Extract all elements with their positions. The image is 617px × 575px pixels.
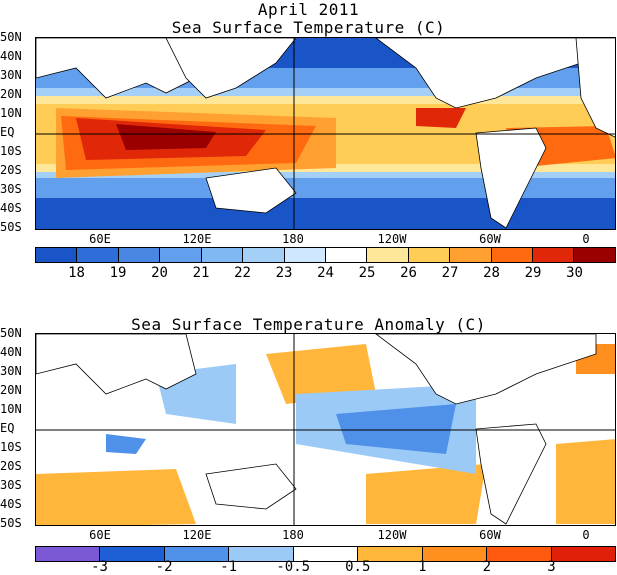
colorbar-swatch — [491, 248, 534, 262]
colorbar-swatch — [450, 248, 492, 262]
colorbar-swatch — [36, 547, 101, 561]
colorbar-label: 23 — [275, 265, 293, 281]
lat-label: 40N — [0, 345, 22, 359]
lat-label: 30S — [0, 478, 22, 492]
colorbar-label: 2 — [482, 559, 492, 575]
anomaly-colorbar — [35, 546, 616, 562]
lat-label: 30N — [0, 364, 22, 378]
lon-label: 0 — [582, 232, 590, 246]
colorbar-swatch — [284, 248, 326, 262]
lat-label: 40N — [0, 49, 22, 63]
colorbar-label: 3 — [547, 559, 556, 575]
colorbar-label: 0.5 — [345, 559, 371, 575]
colorbar-swatch — [533, 248, 575, 262]
lon-label: 120E — [182, 232, 212, 246]
lat-label: 10S — [0, 440, 22, 454]
colorbar-label: 24 — [317, 265, 334, 281]
sst-anomaly-map-canvas — [36, 334, 615, 525]
colorbar-swatch — [243, 248, 285, 262]
lat-label: 10N — [0, 106, 22, 120]
colorbar-swatch — [100, 547, 165, 561]
lat-label: 20S — [0, 459, 22, 473]
sst-map-canvas — [36, 38, 615, 229]
colorbar-label: 22 — [234, 265, 251, 281]
colorbar-swatch — [164, 547, 230, 561]
page-title: April 2011 — [257, 0, 360, 19]
colorbar-swatch — [36, 248, 78, 262]
colorbar-swatch — [325, 248, 368, 262]
colorbar-label: 1 — [418, 559, 427, 575]
colorbar-swatch — [293, 547, 359, 561]
colorbar-swatch — [358, 547, 423, 561]
lat-label: 10S — [0, 144, 22, 158]
colorbar-swatch — [77, 248, 119, 262]
colorbar-label: 27 — [441, 265, 459, 281]
colorbar-swatch — [551, 547, 615, 561]
colorbar-label: 30 — [566, 265, 583, 281]
sst-map — [35, 37, 616, 230]
lon-label: 120W — [377, 528, 407, 542]
lat-label: 50S — [0, 220, 22, 234]
colorbar-swatch — [160, 248, 202, 262]
colorbar-swatch — [487, 547, 552, 561]
lat-label: 30S — [0, 182, 22, 196]
lat-label: 20N — [0, 383, 22, 397]
map1-title: Sea Surface Temperature (C) — [171, 18, 446, 37]
lon-label: 180 — [282, 528, 304, 542]
lat-label: 20N — [0, 87, 22, 101]
lat-label: 50N — [0, 30, 22, 44]
lon-label: 60W — [479, 528, 501, 542]
colorbar-swatch — [574, 248, 615, 262]
colorbar-swatch — [229, 547, 294, 561]
colorbar-label: -2 — [155, 559, 173, 575]
colorbar-swatch — [201, 248, 244, 262]
lat-label: 40S — [0, 201, 22, 215]
map2-title: Sea Surface Temperature Anomaly (C) — [131, 315, 486, 334]
colorbar-label: -0.5 — [276, 559, 311, 575]
lon-label: 60E — [89, 528, 111, 542]
lon-label: 0 — [582, 528, 590, 542]
colorbar-label: 29 — [524, 265, 542, 281]
lat-label: 50N — [0, 326, 22, 340]
sst-colorbar — [35, 247, 616, 263]
colorbar-label: 20 — [151, 265, 168, 281]
colorbar-swatch — [422, 547, 488, 561]
colorbar-swatch — [367, 248, 409, 262]
lon-label: 180 — [282, 232, 304, 246]
lat-label: 10N — [0, 402, 22, 416]
colorbar-label: -1 — [220, 559, 238, 575]
lon-label: 60E — [89, 232, 111, 246]
lon-label: 120W — [377, 232, 407, 246]
sst-anomaly-map — [35, 333, 616, 526]
colorbar-label: 21 — [192, 265, 210, 281]
colorbar-label: 28 — [483, 265, 500, 281]
colorbar-label: 18 — [68, 265, 85, 281]
lat-label: 30N — [0, 68, 22, 82]
colorbar-label: 25 — [358, 265, 376, 281]
lat-label: 40S — [0, 497, 22, 511]
colorbar-label: 19 — [109, 265, 127, 281]
colorbar-label: 26 — [400, 265, 417, 281]
colorbar-swatch — [408, 248, 451, 262]
lat-label: EQ — [0, 421, 15, 435]
lat-label: 50S — [0, 516, 22, 530]
lat-label: 20S — [0, 163, 22, 177]
colorbar-label: -3 — [91, 559, 108, 575]
lon-label: 60W — [479, 232, 501, 246]
lon-label: 120E — [182, 528, 212, 542]
lat-label: EQ — [0, 125, 15, 139]
colorbar-swatch — [118, 248, 161, 262]
